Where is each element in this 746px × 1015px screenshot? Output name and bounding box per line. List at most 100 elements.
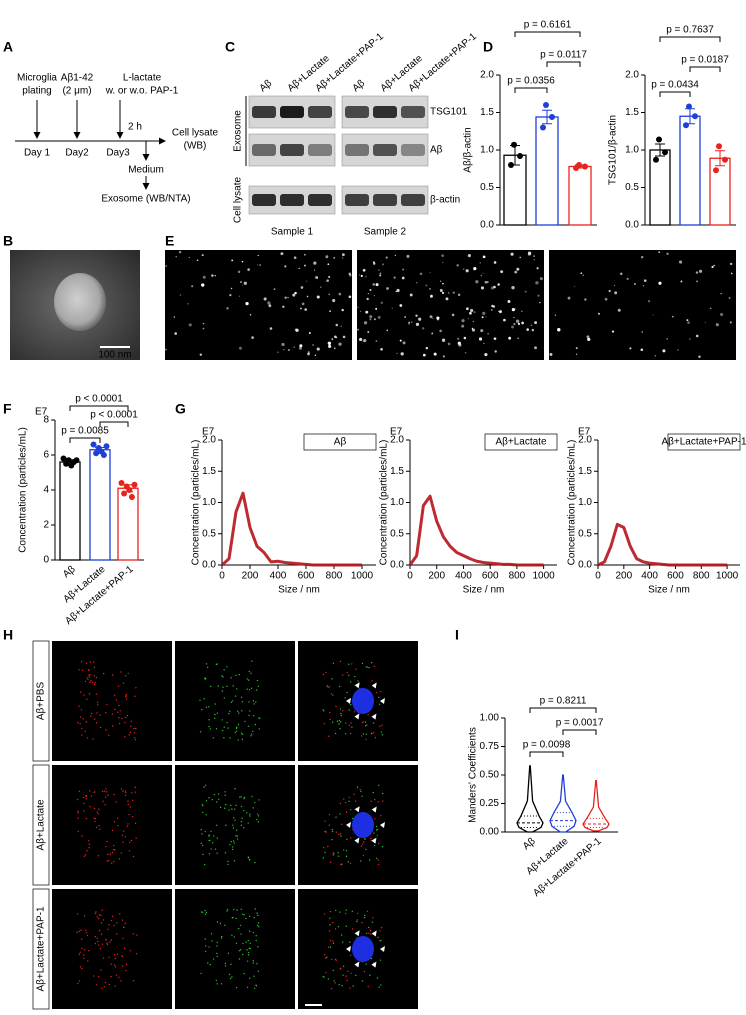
speckle [337,852,339,854]
speckle [106,942,108,944]
speckle [115,974,118,976]
speckle [331,838,333,841]
speckle [80,691,82,693]
particle [328,344,332,348]
speckle [247,725,250,727]
speckle [228,712,230,715]
speckle [344,912,347,915]
speckle [349,862,352,865]
particle [677,349,679,351]
particle [586,335,590,339]
particle [482,272,484,274]
particle [448,292,450,294]
particle [295,328,299,332]
speckle [252,700,255,702]
speckle [231,934,233,936]
speckle [342,965,345,967]
speckle [224,791,226,793]
speckle [76,931,78,933]
particle [521,310,523,312]
speckle [231,846,234,848]
particle [299,344,303,348]
particle [379,272,382,275]
particle [530,324,533,326]
particle [211,274,214,277]
speckle [365,738,367,741]
particle [511,285,515,290]
arrowhead [354,682,360,689]
speckle [250,735,252,737]
particle [393,276,396,279]
speckle [229,844,231,846]
particle [338,342,342,346]
speckle [255,935,257,937]
speckle [235,730,238,732]
speckle [334,928,337,930]
speckle [382,800,384,802]
data-point [511,141,517,148]
speckle [108,924,110,926]
particle [367,331,370,333]
speckle [200,911,203,913]
speckle [249,815,251,817]
particle [485,316,487,318]
speckle [322,673,325,676]
speckle [227,952,230,954]
particle [511,325,514,329]
speckle [348,796,350,799]
speckle [331,958,333,961]
particle [671,315,674,318]
speckle [123,947,126,950]
speckle [124,695,127,697]
speckle [134,695,136,697]
particle [514,270,518,274]
speckle [79,966,82,968]
speckle [332,694,334,697]
speckle [234,731,236,734]
speckle [134,738,137,741]
speckle [93,718,96,720]
speckle [134,786,136,789]
speckle [323,913,326,915]
particle [466,307,469,311]
speckle [94,682,96,684]
particle [580,272,583,275]
speckle [124,675,127,677]
speckle [221,675,223,677]
y-tick-label: 1.00 [480,713,500,724]
band [308,194,332,206]
p-value: p < 0.0001 [75,394,123,405]
speckle [328,685,331,688]
speckle [202,805,204,807]
nucleus [352,936,374,962]
speckle [352,985,354,987]
speckle [101,943,104,945]
speckle [355,974,357,977]
particle [641,331,643,333]
speckle [220,983,223,985]
speckle [94,912,97,915]
speckle [83,855,86,857]
speckle [129,950,131,952]
speckle [119,913,121,915]
p-value: p = 0.6161 [524,20,572,31]
particle [342,335,346,339]
particle [314,275,318,279]
band [252,144,276,156]
speckle [81,947,83,950]
exosome-label: Exosome (WB/NTA) [101,194,190,205]
speckle [339,911,341,913]
series-line [408,494,544,567]
speckle [239,796,241,798]
speckle [132,855,135,858]
speckle [208,725,210,728]
band [373,144,397,156]
p-value: p = 0.0098 [523,740,571,751]
nucleus [352,812,374,838]
speckle [250,733,253,735]
speckle [254,861,256,864]
particle [300,286,304,289]
speckle [248,947,251,949]
speckle [254,723,257,726]
particle [471,328,476,332]
